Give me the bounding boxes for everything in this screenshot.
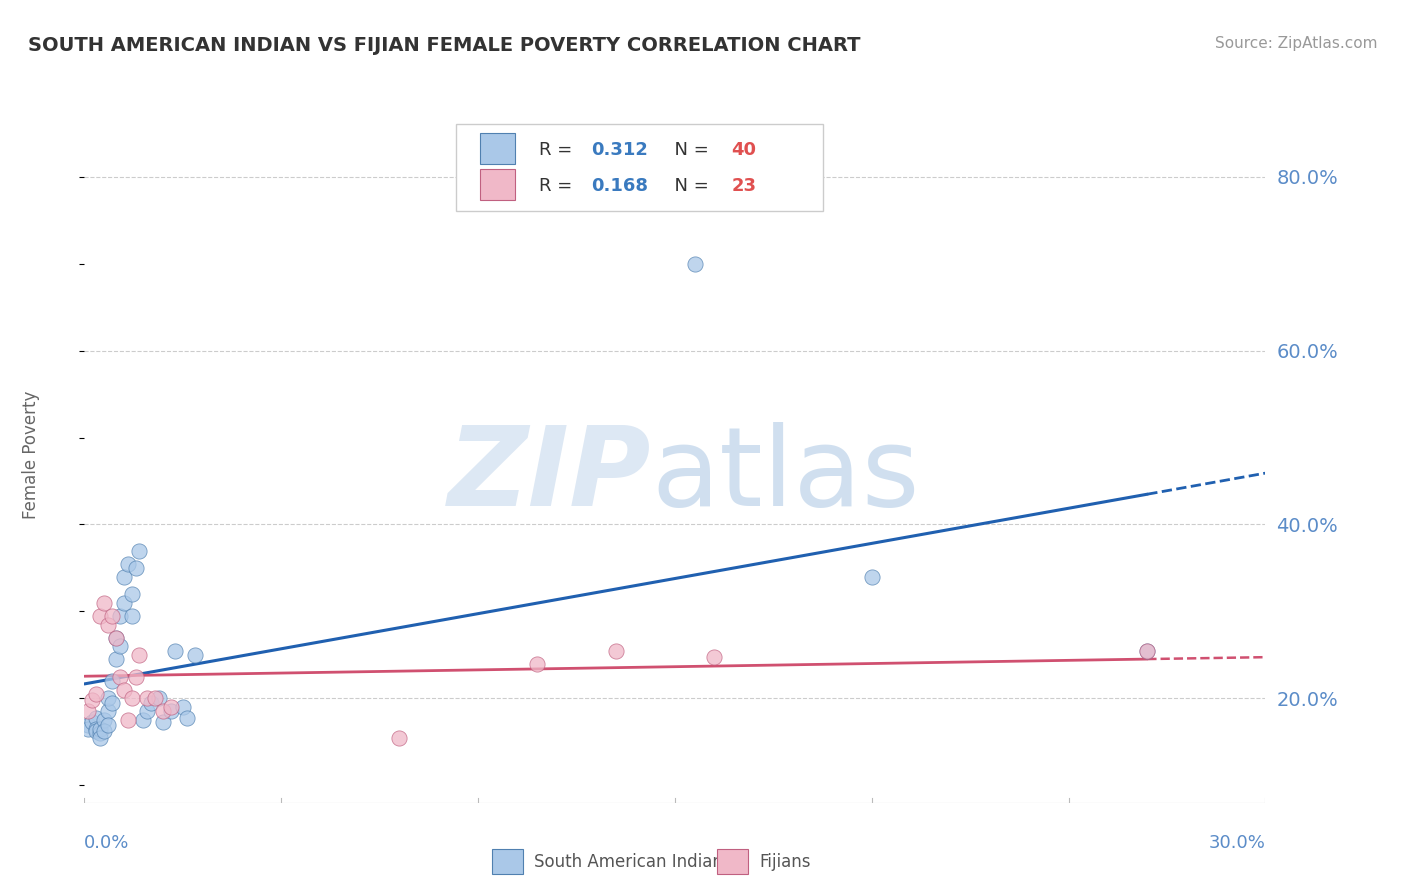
- Point: [77, 717, 100, 731]
- Point: [152, 705, 174, 719]
- Point: [108, 639, 131, 653]
- Point: [82, 693, 104, 707]
- Point: [112, 569, 135, 583]
- Point: [97, 717, 120, 731]
- Point: [84, 687, 107, 701]
- Point: [132, 713, 155, 727]
- Point: [121, 587, 143, 601]
- Text: 23: 23: [731, 177, 756, 194]
- Point: [89, 608, 111, 623]
- Point: [172, 700, 194, 714]
- Point: [128, 648, 150, 662]
- Text: South American Indians: South American Indians: [534, 853, 733, 871]
- Point: [121, 691, 143, 706]
- Point: [112, 682, 135, 697]
- Point: [104, 652, 127, 666]
- Point: [84, 722, 107, 736]
- Point: [93, 596, 115, 610]
- Point: [84, 723, 107, 738]
- Point: [121, 608, 143, 623]
- Text: Source: ZipAtlas.com: Source: ZipAtlas.com: [1215, 36, 1378, 51]
- FancyBboxPatch shape: [479, 169, 516, 200]
- Point: [117, 557, 139, 571]
- Text: 0.168: 0.168: [591, 177, 648, 194]
- Point: [163, 643, 186, 657]
- Point: [117, 713, 139, 727]
- Point: [136, 705, 159, 719]
- Point: [101, 608, 124, 623]
- Text: Female Poverty: Female Poverty: [22, 391, 41, 519]
- Point: [143, 691, 166, 706]
- Point: [1136, 643, 1159, 657]
- Point: [89, 731, 111, 745]
- Text: R =: R =: [538, 177, 578, 194]
- Point: [526, 657, 548, 671]
- Point: [101, 674, 124, 689]
- Point: [112, 596, 135, 610]
- Point: [160, 705, 183, 719]
- Point: [97, 691, 120, 706]
- Text: 0.0%: 0.0%: [84, 834, 129, 852]
- Text: 30.0%: 30.0%: [1209, 834, 1265, 852]
- Point: [128, 543, 150, 558]
- Point: [136, 691, 159, 706]
- Point: [101, 696, 124, 710]
- Point: [703, 649, 725, 664]
- Point: [605, 643, 627, 657]
- Point: [97, 617, 120, 632]
- Point: [160, 700, 183, 714]
- Text: R =: R =: [538, 141, 578, 160]
- Point: [108, 670, 131, 684]
- Point: [89, 722, 111, 736]
- Point: [1136, 643, 1159, 657]
- Point: [77, 722, 100, 736]
- Point: [77, 705, 100, 719]
- Point: [183, 648, 205, 662]
- Point: [104, 631, 127, 645]
- Point: [89, 726, 111, 740]
- Point: [176, 711, 198, 725]
- Point: [82, 714, 104, 729]
- Point: [152, 714, 174, 729]
- Point: [388, 731, 411, 745]
- Point: [93, 724, 115, 739]
- Point: [124, 561, 146, 575]
- Text: Fijians: Fijians: [759, 853, 811, 871]
- Point: [860, 569, 883, 583]
- Point: [97, 705, 120, 719]
- Point: [141, 696, 163, 710]
- Point: [108, 608, 131, 623]
- Point: [104, 631, 127, 645]
- Text: ZIP: ZIP: [447, 422, 651, 529]
- Text: atlas: atlas: [651, 422, 920, 529]
- Text: 40: 40: [731, 141, 756, 160]
- Point: [124, 670, 146, 684]
- Text: N =: N =: [664, 141, 714, 160]
- Text: N =: N =: [664, 177, 714, 194]
- Point: [93, 713, 115, 727]
- Point: [84, 710, 107, 724]
- Text: SOUTH AMERICAN INDIAN VS FIJIAN FEMALE POVERTY CORRELATION CHART: SOUTH AMERICAN INDIAN VS FIJIAN FEMALE P…: [28, 36, 860, 54]
- Point: [148, 691, 170, 706]
- FancyBboxPatch shape: [457, 124, 823, 211]
- Point: [683, 257, 706, 271]
- Text: 0.312: 0.312: [591, 141, 648, 160]
- FancyBboxPatch shape: [479, 133, 516, 164]
